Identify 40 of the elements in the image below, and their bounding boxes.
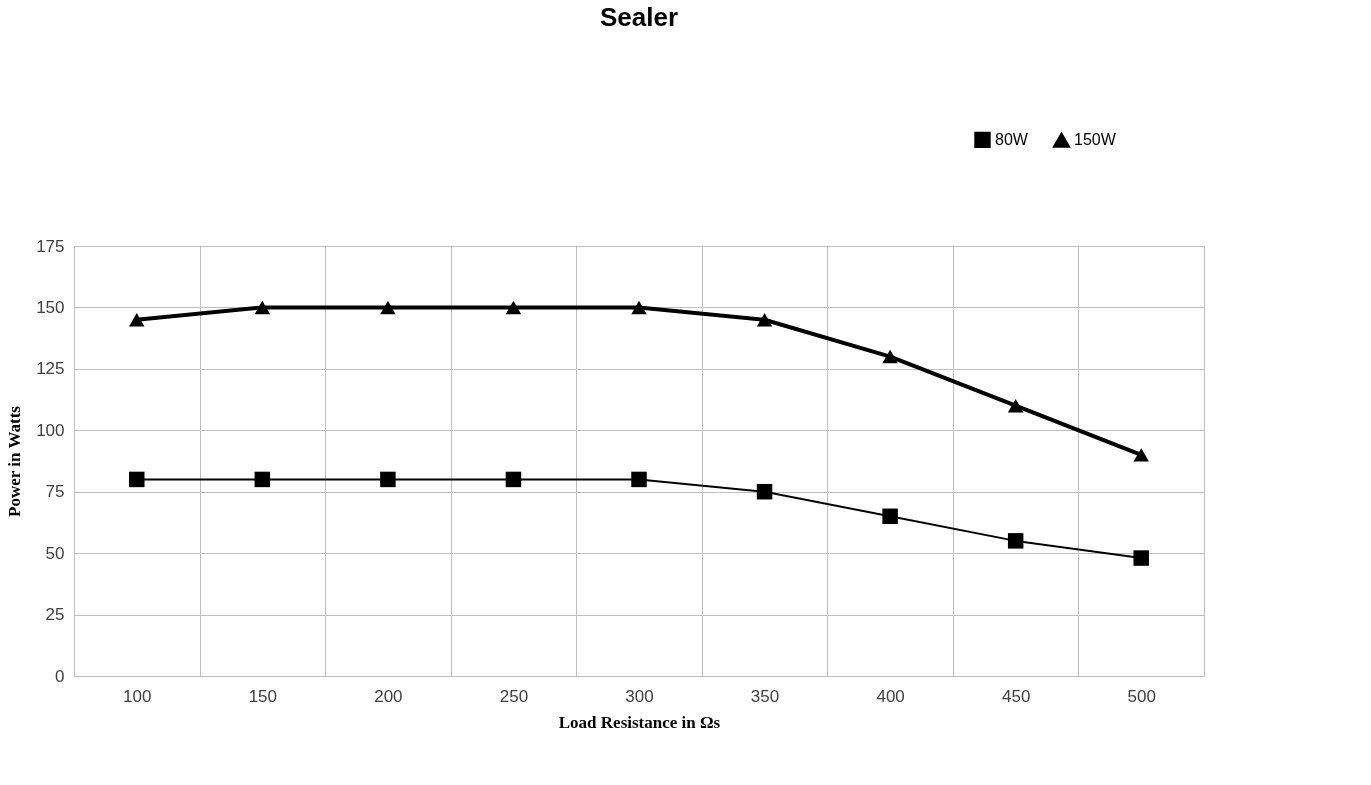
chart-title: Sealer xyxy=(599,2,679,32)
point xyxy=(505,300,522,315)
point xyxy=(1007,399,1024,413)
x-tick-label: 200 xyxy=(374,686,403,706)
x-tick-label: 250 xyxy=(499,686,529,706)
point xyxy=(129,313,145,327)
point xyxy=(380,471,396,488)
point xyxy=(631,471,647,488)
point xyxy=(882,508,898,525)
y-tick-label: 25 xyxy=(45,605,65,625)
y-axis-title: Power in Watts xyxy=(5,405,25,517)
x-tick-label: 450 xyxy=(1001,686,1031,706)
point xyxy=(254,471,271,488)
y-tick-label: 175 xyxy=(36,236,65,256)
point xyxy=(505,471,522,488)
y-tick-label: 75 xyxy=(45,482,65,502)
point xyxy=(1133,550,1149,566)
y-tick-label: 125 xyxy=(36,359,65,379)
x-tick-label: 500 xyxy=(1127,686,1156,706)
point xyxy=(254,300,271,315)
x-tick-label: 300 xyxy=(625,686,654,706)
point xyxy=(1133,448,1149,462)
point xyxy=(882,349,898,364)
x-tick-label: 150 xyxy=(248,686,278,706)
x-tick-label: 400 xyxy=(876,686,905,706)
legend-label: 150W xyxy=(1074,131,1117,149)
x-tick-label: 100 xyxy=(123,686,152,706)
y-tick-label: 50 xyxy=(45,543,65,563)
legend-label: 80W xyxy=(995,130,1029,148)
y-tick-label: 0 xyxy=(55,666,65,686)
point xyxy=(380,300,396,315)
y-tick-label: 100 xyxy=(36,420,65,440)
point xyxy=(631,300,647,315)
point xyxy=(129,471,145,488)
point xyxy=(756,313,773,327)
point xyxy=(756,483,773,500)
point xyxy=(1007,533,1024,549)
x-tick-label: 350 xyxy=(750,686,780,706)
x-axis-title: Load Resistance in Ωs xyxy=(558,712,721,732)
y-tick-label: 150 xyxy=(36,297,65,317)
